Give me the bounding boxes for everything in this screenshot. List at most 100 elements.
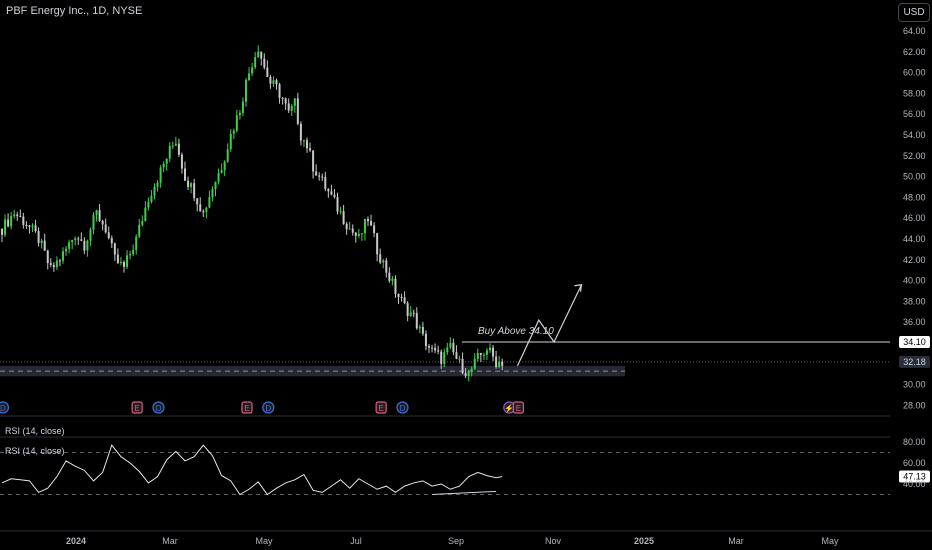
candle[interactable] [25,221,28,229]
candle[interactable] [409,306,412,317]
candle[interactable] [55,256,58,271]
candle[interactable] [379,248,382,265]
rsi-indicator-label[interactable]: RSI (14, close) [5,426,65,436]
candle[interactable] [400,293,403,302]
candle[interactable] [382,258,385,269]
candle[interactable] [415,307,418,330]
candle[interactable] [485,348,488,360]
candle[interactable] [412,309,415,318]
candle[interactable] [129,250,132,260]
candle[interactable] [373,222,376,238]
candle[interactable] [159,165,162,188]
candle[interactable] [501,358,504,371]
candle[interactable] [144,201,147,222]
candle[interactable] [16,211,19,221]
candle[interactable] [92,212,95,235]
candle[interactable] [312,150,315,179]
candle[interactable] [49,258,52,268]
candle[interactable] [470,366,473,377]
candle[interactable] [248,67,251,82]
candle[interactable] [287,98,290,113]
support-zone[interactable] [0,365,625,377]
candle[interactable] [446,342,449,356]
candle[interactable] [302,139,305,148]
candle[interactable] [278,82,281,104]
candle[interactable] [254,51,257,70]
candle[interactable] [324,171,327,192]
candle[interactable] [266,60,269,77]
candle[interactable] [199,197,202,212]
candle[interactable] [498,355,501,369]
candle[interactable] [418,324,421,334]
candle[interactable] [19,209,22,218]
candle[interactable] [495,350,498,369]
candle[interactable] [107,226,110,240]
candle[interactable] [296,92,299,126]
candle[interactable] [357,228,360,239]
candle[interactable] [333,188,336,199]
candle[interactable] [110,235,113,249]
candle[interactable] [68,239,71,254]
candle[interactable] [330,184,333,196]
rsi-indicator-label[interactable]: RSI (14, close) [5,446,65,456]
candle[interactable] [205,206,208,219]
candle[interactable] [321,173,324,182]
candle[interactable] [28,224,31,234]
candle[interactable] [391,276,394,286]
candle[interactable] [40,238,43,249]
candle[interactable] [449,337,452,350]
candle[interactable] [168,142,171,163]
candle[interactable] [208,190,211,209]
candle[interactable] [461,352,464,375]
candle[interactable] [232,128,235,140]
candle[interactable] [153,183,156,200]
candle[interactable] [272,76,275,87]
dividend-marker[interactable]: D [262,401,275,414]
candle[interactable] [241,97,244,116]
forecast-arrow-path[interactable] [516,284,583,367]
candle[interactable] [226,143,229,164]
candle[interactable] [428,344,430,353]
candle[interactable] [327,188,330,198]
candle[interactable] [479,352,482,362]
candle[interactable] [455,345,458,360]
dividend-marker[interactable]: D [396,401,409,414]
candle[interactable] [394,275,397,298]
candle[interactable] [299,121,302,146]
candle[interactable] [113,242,116,261]
earnings-marker[interactable]: E [241,401,253,414]
candle[interactable] [4,214,7,237]
candle[interactable] [135,234,138,255]
candle[interactable] [354,232,357,243]
candle[interactable] [467,369,470,382]
candle[interactable] [162,161,165,173]
candle[interactable] [62,247,64,264]
symbol-title[interactable]: PBF Energy Inc., 1D, NYSE [6,5,143,17]
candle[interactable] [403,291,406,305]
candle[interactable] [177,138,180,158]
candle[interactable] [165,158,168,171]
candle[interactable] [89,227,92,246]
candle[interactable] [119,257,122,266]
candle[interactable] [196,198,199,212]
candle[interactable] [275,78,278,90]
candle[interactable] [223,160,226,177]
candle[interactable] [336,192,339,215]
candle[interactable] [52,262,55,272]
candle[interactable] [180,152,183,174]
candle[interactable] [440,349,443,369]
candle[interactable] [132,244,135,256]
candle[interactable] [126,250,129,269]
currency-button[interactable]: USD [898,3,930,22]
candle[interactable] [360,233,363,241]
candle[interactable] [351,224,354,236]
candle[interactable] [342,205,345,225]
rsi-trendline[interactable] [432,490,497,495]
candle[interactable] [147,197,150,211]
candle[interactable] [245,77,247,107]
candle[interactable] [388,267,391,283]
candle[interactable] [46,249,49,270]
candle[interactable] [211,186,214,202]
candle[interactable] [238,109,241,120]
candle[interactable] [431,344,434,353]
